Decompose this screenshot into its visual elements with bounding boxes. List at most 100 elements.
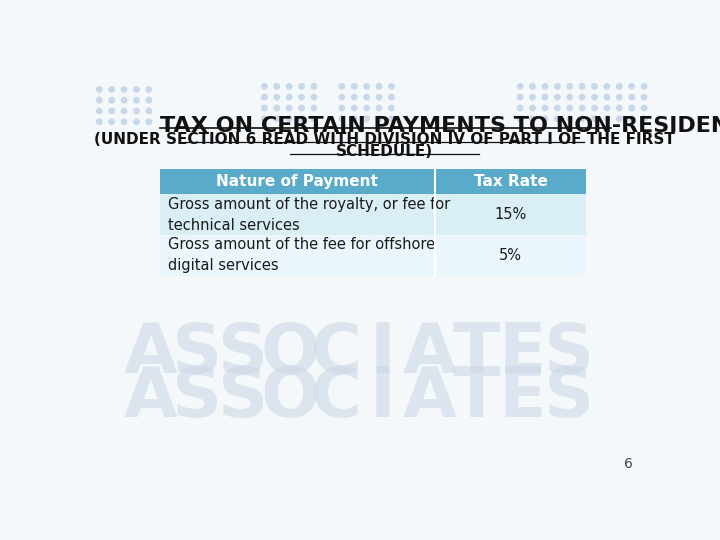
Circle shape (554, 116, 560, 122)
Circle shape (146, 109, 152, 114)
Circle shape (542, 84, 548, 89)
Circle shape (122, 98, 127, 103)
Circle shape (261, 116, 267, 122)
Text: Gross amount of the royalty, or fee for
technical services: Gross amount of the royalty, or fee for … (168, 197, 450, 233)
Circle shape (604, 116, 610, 122)
Circle shape (134, 98, 139, 103)
Circle shape (629, 116, 634, 122)
Circle shape (339, 105, 345, 111)
Circle shape (518, 105, 523, 111)
Text: S: S (544, 364, 594, 431)
Text: 6: 6 (624, 457, 632, 471)
Circle shape (364, 105, 369, 111)
Text: TAX ON CERTAIN PAYMENTS TO NON-RESIDENTS: TAX ON CERTAIN PAYMENTS TO NON-RESIDENTS (160, 117, 720, 137)
Circle shape (274, 105, 279, 111)
Text: E: E (499, 364, 546, 431)
Circle shape (629, 84, 634, 89)
Text: O: O (261, 320, 320, 387)
Circle shape (530, 84, 535, 89)
Circle shape (122, 119, 127, 125)
Circle shape (96, 119, 102, 125)
Circle shape (530, 105, 535, 111)
Text: T: T (452, 320, 500, 387)
Text: Tax Rate: Tax Rate (474, 174, 547, 189)
Circle shape (554, 94, 560, 100)
Text: I: I (370, 364, 396, 431)
Circle shape (122, 109, 127, 114)
Circle shape (287, 94, 292, 100)
Circle shape (351, 84, 357, 89)
Text: O: O (261, 364, 320, 431)
Circle shape (311, 94, 317, 100)
Circle shape (311, 105, 317, 111)
Circle shape (122, 87, 127, 92)
Circle shape (146, 87, 152, 92)
Circle shape (592, 94, 597, 100)
Circle shape (518, 84, 523, 89)
Circle shape (109, 119, 114, 125)
Circle shape (616, 94, 622, 100)
Circle shape (604, 105, 610, 111)
Circle shape (616, 105, 622, 111)
Circle shape (274, 84, 279, 89)
Circle shape (299, 105, 305, 111)
Circle shape (592, 105, 597, 111)
Circle shape (389, 84, 394, 89)
Circle shape (580, 94, 585, 100)
Circle shape (287, 105, 292, 111)
Text: A: A (402, 320, 456, 387)
Circle shape (364, 84, 369, 89)
FancyBboxPatch shape (160, 235, 435, 276)
Circle shape (339, 94, 345, 100)
Circle shape (629, 105, 634, 111)
Circle shape (146, 119, 152, 125)
Circle shape (642, 94, 647, 100)
Circle shape (580, 116, 585, 122)
Circle shape (96, 98, 102, 103)
Circle shape (616, 84, 622, 89)
Circle shape (377, 105, 382, 111)
Text: 5%: 5% (499, 248, 522, 263)
Circle shape (377, 94, 382, 100)
Text: A: A (124, 320, 177, 387)
Circle shape (364, 116, 369, 122)
Circle shape (261, 94, 267, 100)
Text: (UNDER SECTION 6 READ WITH DIVISION IV OF PART I OF THE FIRST: (UNDER SECTION 6 READ WITH DIVISION IV O… (94, 132, 675, 147)
Circle shape (351, 116, 357, 122)
Circle shape (642, 116, 647, 122)
Text: 15%: 15% (495, 207, 526, 222)
Circle shape (604, 84, 610, 89)
Circle shape (389, 94, 394, 100)
Circle shape (311, 84, 317, 89)
Text: E: E (499, 320, 546, 387)
Circle shape (351, 94, 357, 100)
Circle shape (109, 109, 114, 114)
Circle shape (554, 84, 560, 89)
Circle shape (261, 84, 267, 89)
Circle shape (616, 116, 622, 122)
Circle shape (389, 116, 394, 122)
Circle shape (339, 116, 345, 122)
Circle shape (567, 116, 572, 122)
Circle shape (530, 94, 535, 100)
Circle shape (567, 84, 572, 89)
Circle shape (299, 116, 305, 122)
Text: S: S (218, 320, 269, 387)
Text: S: S (544, 320, 594, 387)
Circle shape (287, 116, 292, 122)
Text: C: C (311, 320, 362, 387)
Circle shape (146, 98, 152, 103)
Circle shape (542, 116, 548, 122)
Circle shape (377, 116, 382, 122)
Text: A: A (124, 364, 177, 431)
Text: A: A (402, 364, 456, 431)
Circle shape (351, 105, 357, 111)
Text: Nature of Payment: Nature of Payment (217, 174, 378, 189)
Circle shape (274, 94, 279, 100)
Circle shape (377, 84, 382, 89)
Circle shape (109, 87, 114, 92)
Circle shape (134, 109, 139, 114)
FancyBboxPatch shape (435, 194, 586, 235)
Text: I: I (370, 320, 396, 387)
Circle shape (592, 84, 597, 89)
